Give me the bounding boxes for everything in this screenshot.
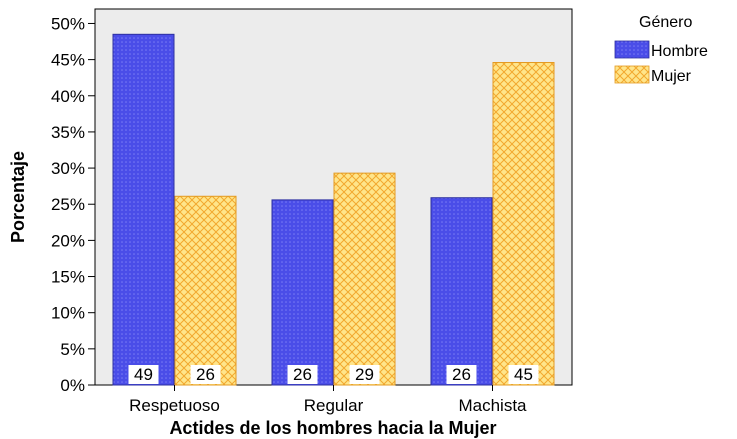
y-tick-label: 10%	[51, 304, 85, 323]
y-axis-title: Porcentaje	[8, 151, 28, 243]
data-label-hombre-respetuoso: 49	[134, 365, 153, 384]
data-label-box	[349, 365, 380, 384]
legend-title: Género	[639, 14, 692, 31]
x-category-label: Regular	[304, 396, 364, 415]
data-label-box	[287, 365, 318, 384]
legend: Género Hombre Mujer	[614, 14, 708, 85]
legend-label-hombre: Hombre	[651, 43, 708, 60]
x-axis-title: Actides de los hombres hacia la Mujer	[169, 418, 496, 438]
legend-swatch-hombre	[614, 40, 650, 59]
y-tick-label: 0%	[60, 376, 85, 395]
y-tick-label: 25%	[51, 195, 85, 214]
y-tick-label: 5%	[60, 340, 85, 359]
data-label-box	[446, 365, 477, 384]
data-label-mujer-machista: 45	[514, 365, 533, 384]
data-label-box	[508, 365, 539, 384]
y-axis-ticks: 0% 5% 10% 15% 20% 25% 30% 35% 40% 45% 50%	[51, 14, 95, 395]
legend-label-mujer: Mujer	[651, 68, 692, 85]
bar-mujer-regular	[333, 172, 396, 386]
bars	[112, 33, 555, 386]
data-labels: 49 26 26 29 26 45	[128, 365, 539, 384]
data-label-mujer-respetuoso: 26	[196, 365, 215, 384]
y-tick-label: 45%	[51, 51, 85, 70]
y-tick-label: 35%	[51, 123, 85, 142]
x-axis-categories: Respetuoso Regular Machista	[129, 385, 527, 415]
bar-mujer-respetuoso	[174, 195, 237, 386]
legend-swatch-mujer	[614, 65, 650, 84]
x-category-label: Respetuoso	[129, 396, 220, 415]
y-tick-label: 15%	[51, 268, 85, 287]
bar-mujer-machista	[492, 62, 555, 386]
data-label-hombre-machista: 26	[452, 365, 471, 384]
y-tick-label: 50%	[51, 14, 85, 33]
bar-hombre-machista	[430, 197, 493, 386]
bar-hombre-respetuoso	[112, 33, 175, 386]
y-tick-label: 20%	[51, 231, 85, 250]
data-label-mujer-regular: 29	[355, 365, 374, 384]
data-label-hombre-regular: 26	[293, 365, 312, 384]
bar-hombre-regular	[271, 199, 334, 386]
x-category-label: Machista	[458, 396, 527, 415]
y-tick-label: 40%	[51, 87, 85, 106]
data-label-box	[190, 365, 221, 384]
data-label-box	[128, 365, 159, 384]
y-tick-label: 30%	[51, 159, 85, 178]
